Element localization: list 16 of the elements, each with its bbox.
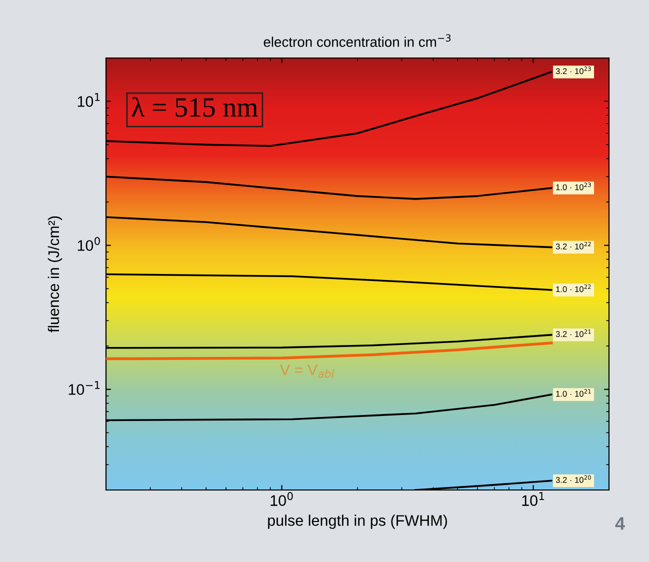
chart-title: electron concentration in cm$^{−3}$ [264, 34, 451, 47]
legend-label: 1.0 · 10$^{22}$ [556, 284, 591, 292]
y-axis-title: fluence in (J/cm²) [48, 216, 62, 332]
text: 4 [615, 517, 625, 530]
annotation: λ = 515 nm [132, 96, 258, 117]
series-label: 1.0 · 10$^{23}$ [556, 182, 591, 190]
series-label: 3.2 · 10$^{20}$ [556, 475, 591, 483]
y-tick-label: 10$^{0}$ [78, 236, 100, 251]
annotation: V = V$_{abl}$ [280, 364, 334, 378]
y-tick-label: 10$^{−1}$ [68, 381, 100, 395]
x-axis-title: pulse length in ps (FWHM) [268, 514, 447, 529]
series-label: 3.2 · 10$^{21}$ [556, 329, 591, 338]
legend-label: 3.2 · 10$^{22}$ [556, 242, 591, 250]
legend-label: 1.0 · 10$^{21}$ [556, 389, 591, 397]
series-label: 3.2 · 10$^{23}$ [556, 66, 591, 74]
y-tick-label: 10$^{1}$ [78, 93, 100, 107]
